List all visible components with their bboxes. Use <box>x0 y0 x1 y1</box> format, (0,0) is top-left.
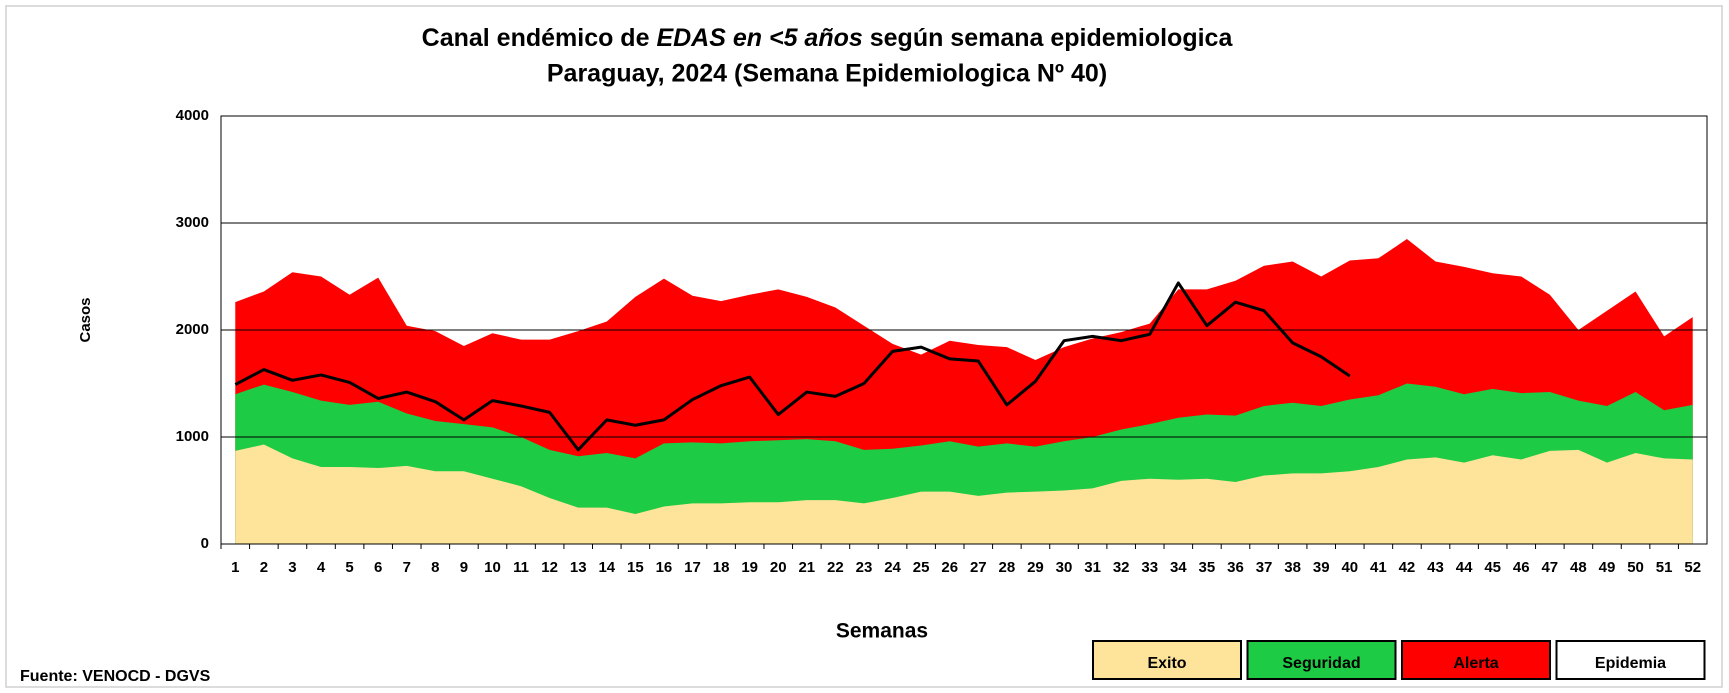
x-tick-label: 49 <box>1599 559 1616 576</box>
legend-label: Seguridad <box>1282 655 1360 672</box>
x-tick-label: 48 <box>1570 559 1587 576</box>
x-axis-label: Semanas <box>836 620 928 643</box>
x-tick-label: 45 <box>1484 559 1501 576</box>
legend-label: Epidemia <box>1595 655 1666 672</box>
x-tick-label: 22 <box>827 559 844 576</box>
legend-swatch <box>1555 640 1706 680</box>
title-end: según semana epidemiologica <box>870 24 1234 52</box>
x-tick-label: 5 <box>345 559 353 576</box>
x-tick-label: 11 <box>513 559 529 576</box>
y-tick-label: 2000 <box>176 321 209 338</box>
plot <box>220 115 1708 549</box>
x-tick-label: 4 <box>317 559 326 576</box>
x-tick-label: 52 <box>1684 559 1701 576</box>
legend-label: Exito <box>1147 655 1186 672</box>
x-tick-label: 30 <box>1056 559 1073 576</box>
y-tick-label: 3000 <box>176 214 209 231</box>
legend-swatch <box>1401 640 1551 680</box>
x-tick-label: 42 <box>1399 559 1416 576</box>
x-tick-label: 37 <box>1256 559 1273 576</box>
y-axis-label: Casos <box>77 297 94 342</box>
legend: Exito Seguridad Alerta Epidemia <box>1092 640 1706 680</box>
x-tick-label: 28 <box>999 559 1016 576</box>
x-tick-label: 35 <box>1199 559 1216 576</box>
x-tick-label: 16 <box>656 559 673 576</box>
x-tick-label: 12 <box>541 559 558 576</box>
x-tick-label: 23 <box>856 559 873 576</box>
x-tick-label: 26 <box>941 559 958 576</box>
title-emphasis: EDAS en <5 años <box>656 24 862 52</box>
x-tick-label: 43 <box>1427 559 1444 576</box>
x-tick-label: 9 <box>460 559 468 576</box>
chart-subtitle: Paraguay, 2024 (Semana Epidemiologica Nº… <box>547 60 1107 88</box>
x-tick-label: 2 <box>260 559 268 576</box>
x-tick-label: 24 <box>884 559 901 576</box>
x-tick-label: 32 <box>1113 559 1130 576</box>
x-tick-label: 6 <box>374 559 382 576</box>
x-tick-label: 27 <box>970 559 987 576</box>
x-tick-label: 39 <box>1313 559 1330 576</box>
title-start: Canal endémico de <box>422 24 650 52</box>
current-line <box>234 281 1351 452</box>
x-tick-label: 51 <box>1656 559 1673 576</box>
x-tick-label: 25 <box>913 559 930 576</box>
x-tick-label: 29 <box>1027 559 1044 576</box>
x-tick-label: 1 <box>231 559 239 576</box>
y-tick-label: 1000 <box>176 428 209 445</box>
x-tick-label: 14 <box>598 559 615 576</box>
x-tick-label: 47 <box>1541 559 1558 576</box>
legend-swatch <box>1246 640 1397 680</box>
x-tick-label: 34 <box>1170 559 1187 576</box>
x-tick-label: 41 <box>1370 559 1387 576</box>
x-tick-label: 31 <box>1084 559 1101 576</box>
x-tick-label: 10 <box>484 559 501 576</box>
y-tick-label: 4000 <box>176 107 209 124</box>
x-tick-label: 38 <box>1284 559 1301 576</box>
x-tick-label: 21 <box>798 559 815 576</box>
x-tick-label: 13 <box>570 559 587 576</box>
x-tick-label: 46 <box>1513 559 1530 576</box>
source: Fuente: VENOCD - DGVS <box>20 668 211 685</box>
x-tick-label: 44 <box>1456 559 1473 576</box>
x-tick-label: 20 <box>770 559 787 576</box>
x-tick-label: 33 <box>1141 559 1158 576</box>
y-tick-label: 0 <box>201 535 209 552</box>
legend-swatch <box>1092 640 1242 680</box>
x-tick-label: 19 <box>741 559 758 576</box>
x-tick-label: 36 <box>1227 559 1244 576</box>
x-tick-label: 3 <box>288 559 296 576</box>
area <box>235 444 1693 544</box>
chart-title: Canal endémico de EDAS en <5 años según … <box>422 24 1234 52</box>
legend-label: Alerta <box>1453 655 1498 672</box>
x-tick-label: 17 <box>684 559 701 576</box>
x-tick-label: 40 <box>1341 559 1358 576</box>
x-tick-label: 8 <box>431 559 439 576</box>
x-tick-label: 50 <box>1627 559 1644 576</box>
x-tick-label: 18 <box>713 559 730 576</box>
x-tick-label: 7 <box>403 559 411 576</box>
x-tick-label: 15 <box>627 559 644 576</box>
